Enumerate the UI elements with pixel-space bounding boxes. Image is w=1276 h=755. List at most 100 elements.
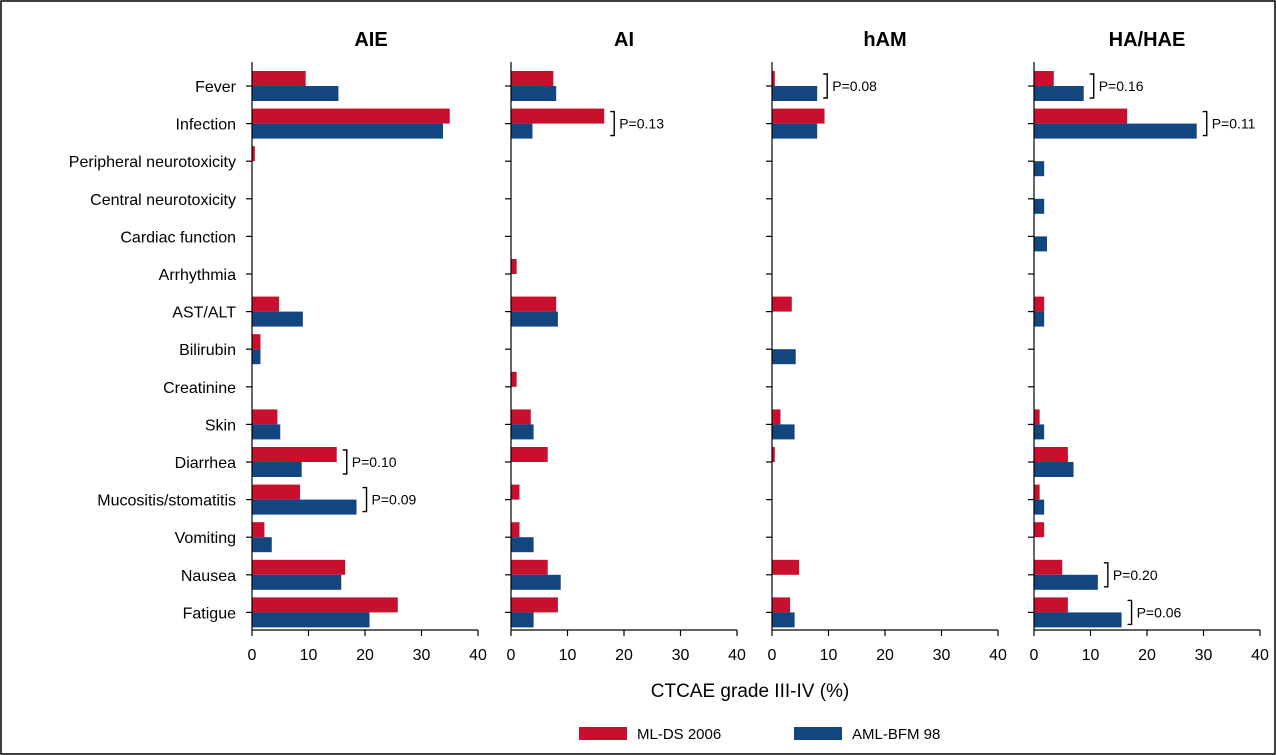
category-label-ast-alt: AST/ALT [172,305,236,322]
x-tick-label: 20 [876,647,894,664]
p-value-label-infection: P=0.11 [1212,116,1256,132]
bar-aml-bfm-98-ast-alt [1034,311,1045,327]
category-label-mucositis-stomatitis: Mucositis/stomatitis [97,493,236,510]
panel-ham: hAM 0 10 20 30 40 P=0.08 [766,29,1007,664]
category-label-cardiac-function: Cardiac function [120,229,236,246]
category-label-peripheral-neurotoxicity: Peripheral neurotoxicity [69,154,236,171]
category-label-skin: Skin [205,417,236,434]
x-tick-label: 10 [820,647,838,664]
p-value-bracket-mucositis-stomatitis [362,486,368,513]
bar-aml-bfm-98-skin [1034,424,1045,440]
bar-ml-ds-2006-skin [511,409,531,425]
x-tick-label: 0 [1030,647,1039,664]
p-value-bracket-fatigue [1127,599,1133,626]
category-label-creatinine: Creatinine [163,380,236,397]
legend: ML-DS 2006 AML-BFM 98 [579,726,940,743]
bar-ml-ds-2006-diarrhea [511,447,548,462]
bar-aml-bfm-98-ast-alt [511,311,558,327]
bar-aml-bfm-98-infection [252,123,443,139]
x-axis-label: CTCAE grade III-IV (%) [651,681,850,702]
bar-aml-bfm-98-fatigue [252,612,370,628]
x-tick-label: 0 [768,647,777,664]
bar-ml-ds-2006-infection [1034,108,1128,124]
bar-ml-ds-2006-arrhythmia [511,259,517,274]
bar-aml-bfm-98-fatigue [511,612,534,628]
bar-ml-ds-2006-fatigue [511,597,558,613]
p-value-bracket-diarrhea [342,449,348,475]
p-value-bracket-fever [1089,73,1095,99]
bar-aml-bfm-98-nausea [511,574,561,590]
bar-aml-bfm-98-central-neurotoxicity [1034,198,1045,214]
bar-ml-ds-2006-skin [772,409,781,425]
x-tick-label: 30 [672,647,690,664]
category-labels: Fever Infection Peripheral neurotoxicity Ce… [69,79,237,622]
x-tick-label: 30 [413,647,431,664]
bar-aml-bfm-98-vomiting [511,537,534,553]
p-value-label-mucositis-stomatitis: P=0.09 [372,492,417,508]
bar-ml-ds-2006-infection [772,108,825,124]
p-value-label-nausea: P=0.20 [1113,567,1158,583]
panel-title: AI [614,29,634,51]
category-label-nausea: Nausea [181,568,236,585]
panel-title: AIE [354,29,387,51]
bar-ml-ds-2006-fever [511,71,554,86]
x-tick-label: 40 [989,647,1007,664]
x-tick-label: 10 [1082,647,1100,664]
bar-ml-ds-2006-nausea [511,559,548,575]
category-label-fatigue: Fatigue [183,605,236,622]
x-tick-label: 30 [933,647,951,664]
category-label-bilirubin: Bilirubin [179,342,236,359]
category-label-central-neurotoxicity: Central neurotoxicity [90,192,236,209]
bar-aml-bfm-98-peripheral-neurotoxicity [1034,161,1045,177]
p-value-label-fever: P=0.16 [1099,78,1144,94]
bar-aml-bfm-98-nausea [1034,574,1098,590]
bar-ml-ds-2006-nausea [252,559,346,575]
p-value-label-fatigue: P=0.06 [1137,604,1182,620]
bar-aml-bfm-98-skin [511,424,534,440]
bar-aml-bfm-98-bilirubin [772,349,796,365]
bar-ml-ds-2006-fever [772,71,775,86]
x-tick-label: 30 [1195,647,1213,664]
x-tick-label: 40 [1251,647,1269,664]
x-tick-label: 20 [615,647,633,664]
category-label-arrhythmia: Arrhythmia [159,267,236,284]
bar-ml-ds-2006-skin [1034,409,1040,425]
x-tick-label: 20 [356,647,374,664]
p-value-label-fever: P=0.08 [832,78,877,94]
bar-aml-bfm-98-ast-alt [252,311,303,327]
bar-ml-ds-2006-mucositis-stomatitis [1034,484,1040,500]
bar-ml-ds-2006-diarrhea [252,447,337,462]
p-value-bracket-nausea [1103,562,1109,588]
p-value-bracket-fever [823,73,828,99]
bar-aml-bfm-98-fatigue [772,612,795,628]
bar-aml-bfm-98-fever [1034,86,1084,101]
bar-aml-bfm-98-vomiting [252,537,272,553]
x-tick-label: 0 [248,647,257,664]
x-tick-label: 40 [469,647,487,664]
bar-ml-ds-2006-infection [511,108,605,124]
bar-ml-ds-2006-fever [252,71,306,86]
bar-aml-bfm-98-infection [1034,123,1197,139]
p-value-label-infection: P=0.13 [619,116,664,132]
bar-ml-ds-2006-fatigue [252,597,398,613]
category-label-fever: Fever [195,79,237,96]
p-value-label-diarrhea: P=0.10 [352,454,397,470]
bar-ml-ds-2006-peripheral-neurotoxicity [252,146,255,162]
bar-aml-bfm-98-mucositis-stomatitis [252,499,357,515]
p-value-bracket-infection [610,110,615,137]
bar-ml-ds-2006-vomiting [511,522,520,538]
x-tick-label: 0 [507,647,516,664]
bar-ml-ds-2006-fatigue [1034,597,1068,613]
bar-ml-ds-2006-fever [1034,71,1054,86]
bar-ml-ds-2006-ast-alt [772,296,792,312]
x-tick-label: 20 [1138,647,1156,664]
bar-aml-bfm-98-diarrhea [1034,462,1074,477]
bar-ml-ds-2006-vomiting [252,522,265,538]
bar-aml-bfm-98-nausea [252,574,342,590]
category-label-vomiting: Vomiting [175,530,236,547]
bar-ml-ds-2006-fatigue [772,597,791,613]
bar-aml-bfm-98-fatigue [1034,612,1122,628]
bar-aml-bfm-98-infection [511,123,533,139]
bar-ml-ds-2006-ast-alt [1034,296,1045,312]
